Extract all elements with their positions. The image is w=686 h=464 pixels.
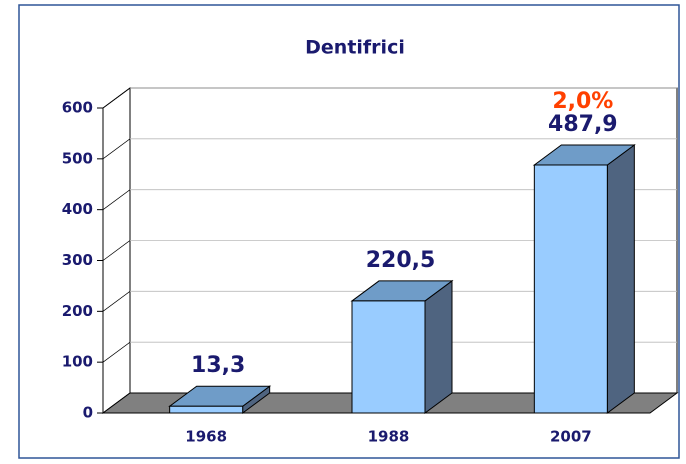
bar: [169, 405, 244, 414]
x-tick-label: 2007: [550, 428, 592, 446]
annotation: 2,0%: [552, 89, 613, 114]
y-tick-label: 400: [62, 200, 93, 218]
grid-line: [102, 291, 131, 312]
chart-title: Dentifrici: [305, 37, 405, 59]
x-tick-label: 1968: [185, 428, 227, 446]
y-tick-label: 500: [62, 149, 93, 167]
grid-line: [102, 240, 131, 261]
x-tick-label: 1988: [368, 428, 410, 446]
grid-line: [102, 138, 131, 160]
bar: [533, 164, 608, 414]
value-label: 220,5: [366, 248, 436, 273]
bar: [351, 300, 426, 414]
grid-line: [102, 341, 131, 363]
value-label: 487,9: [548, 112, 618, 137]
bar-side: [424, 279, 453, 414]
bar-side: [606, 143, 635, 414]
y-tick-label: 100: [62, 353, 93, 371]
value-label: 13,3: [191, 353, 245, 378]
grid-line: [102, 87, 131, 109]
y-tick-label: 200: [62, 302, 93, 320]
y-tick-label: 0: [83, 404, 93, 422]
y-tick-label: 600: [62, 99, 93, 117]
grid-line: [102, 189, 131, 210]
y-tick-label: 300: [62, 251, 93, 269]
